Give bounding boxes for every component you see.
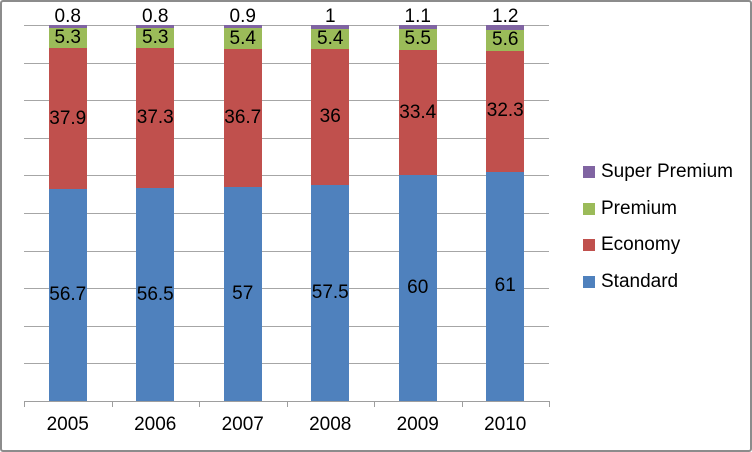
gridline: [24, 288, 549, 290]
data-label-premium: 5.5: [404, 28, 431, 50]
legend-swatch-economy: [583, 239, 595, 251]
data-label-standard: 57: [232, 282, 254, 304]
bar-segment-economy: [398, 49, 437, 176]
data-label-economy: 32.3: [486, 100, 524, 122]
data-label-super-premium: 1.2: [492, 6, 519, 27]
bar-segment-standard: [398, 175, 437, 401]
data-label-standard: 61: [494, 275, 516, 297]
data-label-economy: 36: [319, 105, 341, 127]
data-label-premium: 5.6: [492, 29, 519, 51]
x-axis-label: 2006: [134, 414, 177, 435]
legend-item-premium: Premium: [583, 197, 677, 221]
data-label-super-premium: 0.8: [142, 6, 169, 27]
bar-segment-standard: [136, 188, 175, 401]
legend-swatch-super-premium: [583, 166, 595, 178]
data-label-economy: 33.4: [399, 101, 437, 123]
legend-item-economy: Economy: [583, 233, 680, 257]
gridline: [24, 250, 549, 252]
x-axis-label: 2009: [396, 414, 439, 435]
bar-segment-premium: [223, 28, 262, 49]
data-label-super-premium: 1.1: [404, 6, 431, 27]
data-label-premium: 5.4: [229, 27, 256, 49]
x-axis-tick: [286, 401, 288, 407]
bar-segment-super-premium: [48, 25, 87, 28]
x-axis-label: 2005: [46, 414, 89, 435]
data-label-economy: 36.7: [224, 106, 262, 128]
gridline: [24, 25, 549, 26]
x-axis-tick: [549, 401, 550, 407]
x-axis-label: 2007: [221, 414, 264, 435]
data-label-premium: 5.3: [54, 26, 81, 48]
bar-segment-standard: [223, 186, 262, 401]
bar-segment-super-premium: [223, 25, 262, 29]
legend-label-super-premium: Super Premium: [601, 161, 733, 182]
bar-segment-standard: [311, 184, 350, 401]
x-axis-tick: [461, 401, 463, 407]
gridline: [24, 137, 549, 139]
gridline: [24, 325, 549, 327]
bar-segment-premium: [48, 27, 87, 48]
data-label-standard: 57.5: [311, 281, 349, 303]
bar-segment-standard: [48, 189, 87, 401]
data-label-super-premium: 1: [324, 6, 336, 27]
legend-label-standard: Standard: [601, 271, 679, 292]
legend-item-standard: Standard: [583, 270, 678, 294]
bar-segment-economy: [136, 47, 175, 189]
bar-segment-super-premium: [311, 25, 350, 29]
bar-segment-super-premium: [486, 25, 525, 30]
x-axis-label: 2008: [309, 414, 352, 435]
bar-segment-premium: [136, 28, 175, 48]
data-label-super-premium: 0.8: [54, 6, 81, 27]
x-axis-label: 2010: [484, 414, 527, 435]
gridline: [24, 213, 549, 214]
data-label-standard: 56.7: [49, 284, 87, 306]
gridline: [24, 100, 549, 102]
data-label-economy: 37.9: [49, 107, 87, 129]
x-axis-tick: [199, 401, 200, 407]
x-axis-tick: [24, 401, 25, 407]
data-label-standard: 60: [407, 277, 429, 299]
x-axis-tick: [374, 401, 375, 407]
bar-segment-premium: [311, 28, 350, 50]
legend-item-super-premium: Super Premium: [583, 160, 733, 184]
bar-segment-super-premium: [398, 25, 437, 30]
x-axis-tick: [111, 401, 113, 407]
data-label-super-premium: 0.9: [229, 6, 256, 27]
legend-swatch-standard: [583, 276, 595, 288]
data-label-premium: 5.4: [317, 27, 344, 49]
gridline: [24, 62, 549, 64]
legend-label-economy: Economy: [601, 234, 681, 255]
data-label-standard: 56.5: [136, 283, 174, 305]
legend-swatch-premium: [583, 203, 595, 215]
gridline: [24, 363, 549, 365]
bar-segment-economy: [223, 48, 262, 187]
legend-label-premium: Premium: [601, 198, 678, 219]
bar-segment-premium: [486, 29, 525, 51]
bar-segment-super-premium: [136, 25, 175, 28]
bar-segment-premium: [398, 29, 437, 50]
data-label-premium: 5.3: [142, 26, 169, 48]
gridline: [24, 175, 549, 177]
bar-segment-economy: [48, 47, 87, 190]
bar-segment-economy: [311, 49, 350, 185]
bar-segment-economy: [486, 50, 525, 172]
data-label-economy: 37.3: [136, 107, 174, 129]
bar-segment-standard: [486, 171, 525, 401]
